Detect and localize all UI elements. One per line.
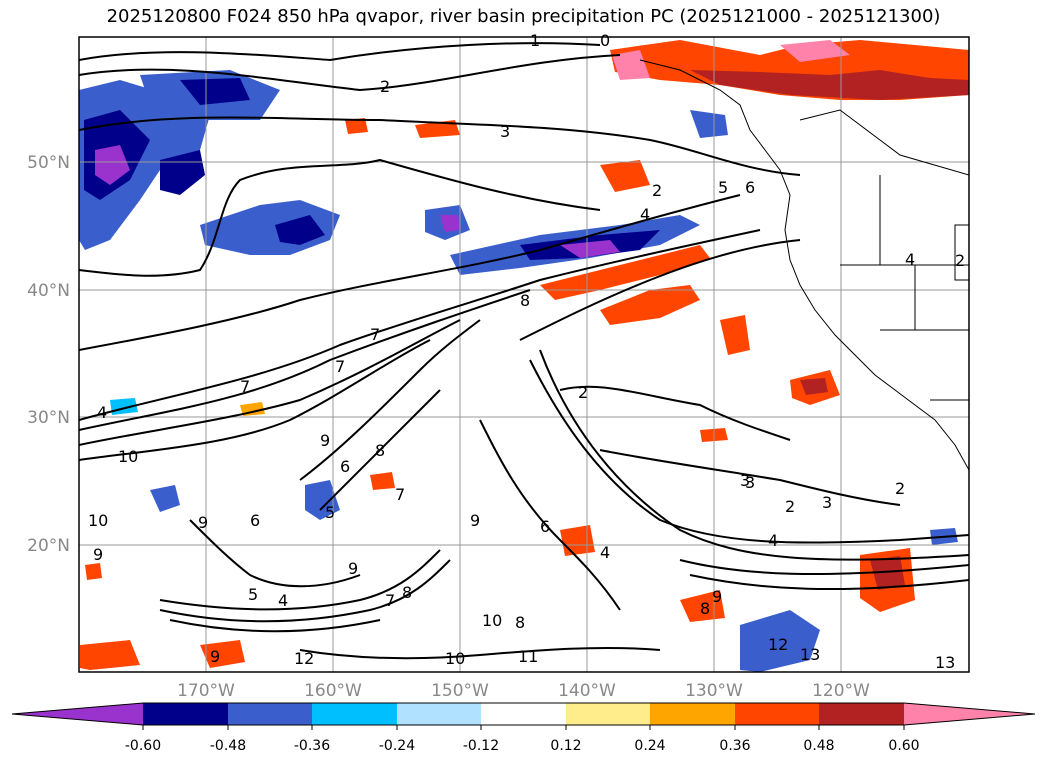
colorbar-tick-label: 0.24 [634,738,665,754]
contour-label: 12 [294,649,314,668]
contour-label: 12 [768,635,788,654]
lon-label-130w: 130°W [685,681,743,701]
colorbar-segment [735,703,819,725]
contour-label: 13 [935,653,955,672]
colorbar-tick-label: -0.24 [379,738,415,754]
colorbar-segment [312,703,397,725]
contour-label: 9 [210,647,220,666]
colorbar-tick-label: 0.36 [719,738,750,754]
colorbar-tick-label: 0.12 [550,738,581,754]
contour-label: 6 [745,178,755,197]
contour-label: 8 [700,599,710,618]
contour-label: 8 [515,613,525,632]
contour-label: 9 [470,511,480,530]
colorbar-tick-label: -0.12 [463,738,499,754]
contour-label: 3 [745,473,755,492]
contour-label: 3 [500,122,510,141]
lat-label-50n: 50°N [27,153,70,173]
negative-precip-patches [79,70,958,672]
contour-label: 3 [740,471,750,490]
contour-label: 2 [895,479,905,498]
colorbar-segment [228,703,312,725]
contour-label: 10 [445,649,465,668]
lat-label-20n: 20°N [27,536,70,556]
contour-label: 7 [395,485,405,504]
contour-label: 11 [518,647,538,666]
lon-label-170w: 170°W [177,681,235,701]
lon-label-160w: 160°W [304,681,362,701]
contour-label: 5 [325,503,335,522]
longitude-labels: 170°W 160°W 150°W 140°W 130°W 120°W [177,681,870,701]
contour-label: 4 [905,250,915,269]
contour-label: 9 [320,431,330,450]
colorbar-tick-label: -0.60 [125,738,161,754]
colorbar-segment [143,703,228,725]
map-title: 2025120800 F024 850 hPa qvapor, river ba… [106,6,941,27]
colorbar-segment [650,703,735,725]
contour-label: 7 [370,325,380,344]
contour-label: 2 [652,181,662,200]
contour-label: 9 [93,545,103,564]
contour-label: 10 [88,511,108,530]
lon-label-140w: 140°W [558,681,616,701]
contour-label: 8 [402,583,412,602]
colorbar-max-arrow [904,703,1035,725]
colorbar-tick-label: 0.60 [888,738,919,754]
contour-label: 7 [335,357,345,376]
lon-label-120w: 120°W [812,681,870,701]
contour-label: 9 [198,513,208,532]
lat-label-40n: 40°N [27,281,70,301]
contour-label: 3 [822,493,832,512]
lon-label-150w: 150°W [431,681,489,701]
contour-label: 9 [712,587,722,606]
qvapor-contours [79,42,969,660]
contour-label: 6 [250,511,260,530]
coastline [639,59,969,471]
contour-label: 2 [785,497,795,516]
contour-label: 2 [380,77,390,96]
contour-label: 6 [340,457,350,476]
contour-label: 9 [348,559,358,578]
contour-label: 7 [240,377,250,396]
contour-label: 4 [768,531,778,550]
colorbar-tick-label: -0.48 [210,738,246,754]
colorbar-segment [566,703,650,725]
contour-label: 5 [718,178,728,197]
contour-label: 4 [640,205,650,224]
colorbar-segment [481,703,566,725]
contour-label: 2 [955,251,965,270]
colorbar-segment [397,703,481,725]
colorbar-segment [819,703,904,725]
contour-label: 0 [600,31,610,50]
map-frame [78,36,970,673]
latitude-labels: 50°N 40°N 30°N 20°N [27,153,70,556]
contour-label: 8 [375,441,385,460]
colorbar-min-arrow [12,703,143,725]
map-area [79,37,969,672]
contour-label: 4 [600,543,610,562]
contour-labels: 1 0 2 3 2 4 5 6 8 4 7 7 7 4 10 9 6 8 7 9… [88,31,965,672]
lat-label-30n: 30°N [27,408,70,428]
contour-label: 4 [278,591,288,610]
colorbar-tick-label: -0.36 [294,738,330,754]
contour-label: 7 [385,591,395,610]
colorbar: -0.60 -0.48 -0.36 -0.24 -0.12 0.12 0.24 … [11,702,1036,754]
contour-label: 2 [578,383,588,402]
contour-label: 1 [530,31,540,50]
contour-label: 4 [97,403,107,422]
contour-label: 8 [520,291,530,310]
contour-label: 10 [482,611,502,630]
contour-label: 5 [248,585,258,604]
contour-label: 10 [118,447,138,466]
colorbar-tick-label: 0.48 [803,738,834,754]
contour-label: 6 [540,517,550,536]
contour-label: 13 [800,645,820,664]
